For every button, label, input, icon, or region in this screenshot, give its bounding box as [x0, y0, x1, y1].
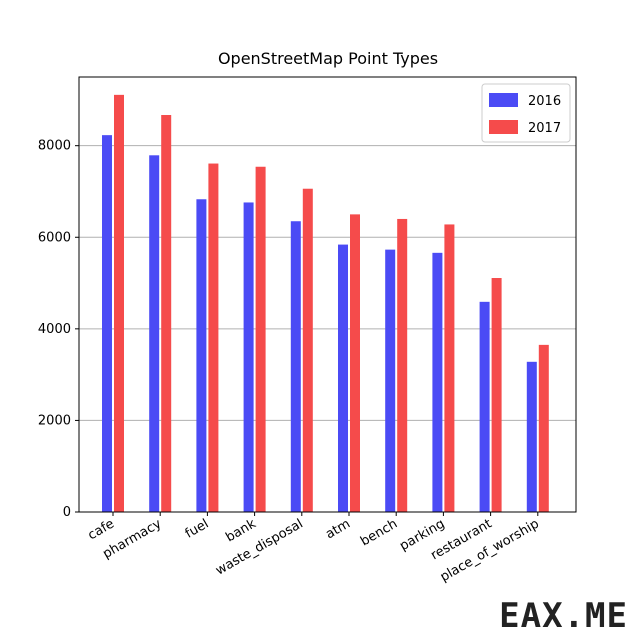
bar-2016-bench: [385, 249, 396, 512]
y-axis-ticks: 0 2000 4000 6000 8000: [38, 139, 79, 520]
legend-swatch-2016: [489, 93, 518, 107]
bar-2017-pharmacy: [161, 115, 172, 513]
chart-title: OpenStreetMap Point Types: [218, 49, 438, 68]
bar-2016-pharmacy: [149, 155, 160, 513]
bar-2016-atm: [338, 244, 348, 512]
bar-2017-parking: [444, 224, 455, 512]
bar-2016-parking: [432, 252, 443, 512]
plot-frame: [78, 76, 577, 513]
bar-2017-fuel: [208, 163, 219, 512]
x-tick-label: cafe: [86, 516, 117, 543]
bar-2016-restaurant: [479, 301, 490, 512]
legend-label-2016: 2016: [528, 94, 561, 109]
bar-2017-bench: [397, 218, 408, 512]
y-tick-label: 2000: [38, 413, 71, 428]
legend-swatch-2017: [489, 120, 518, 134]
x-tick-label: atm: [323, 516, 353, 542]
bar-2017-waste_disposal: [302, 188, 313, 512]
x-tick-label: fuel: [183, 516, 212, 541]
x-tick-label: bench: [358, 516, 400, 549]
y-tick-label: 4000: [38, 322, 71, 337]
legend-label-2017: 2017: [528, 121, 561, 136]
y-tick-label: 8000: [38, 139, 71, 154]
bar-2016-bank: [243, 202, 254, 512]
bar-2016-waste_disposal: [290, 221, 301, 512]
bar-2016-place_of_worship: [526, 361, 537, 512]
x-tick-label: waste_disposal: [213, 516, 306, 578]
bar-2017-cafe: [114, 94, 124, 512]
legend: 2016 2017: [481, 83, 571, 143]
bar-2017-restaurant: [491, 278, 502, 512]
y-tick-label: 6000: [38, 230, 71, 245]
bar-2017-atm: [350, 214, 360, 513]
bar-2016-cafe: [102, 135, 112, 512]
bar-2017-place_of_worship: [538, 344, 549, 512]
x-tick-label: bank: [223, 516, 259, 545]
bar-2016-fuel: [196, 199, 207, 513]
watermark: EAX.ME: [499, 596, 628, 636]
bar-2017-bank: [255, 166, 266, 512]
y-tick-label: 0: [63, 505, 71, 520]
bars: [102, 94, 549, 513]
